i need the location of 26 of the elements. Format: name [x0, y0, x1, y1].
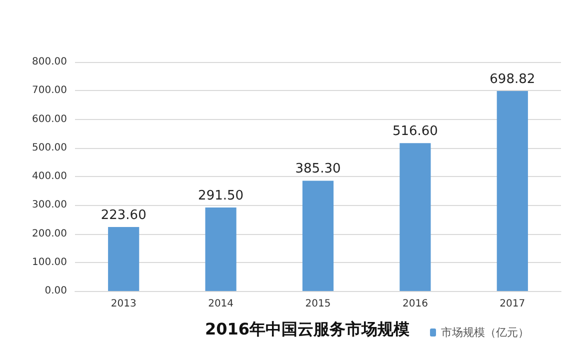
x-tick-label: 2014	[208, 298, 234, 310]
x-tick-label: 2015	[305, 298, 331, 310]
y-tick-label: 100.00	[32, 256, 67, 268]
y-tick-label: 200.00	[32, 228, 67, 240]
x-tick-label: 2016	[402, 298, 428, 310]
y-tick-label: 800.00	[32, 56, 67, 68]
legend-label: 市场规模（亿元）	[441, 326, 529, 339]
y-tick-label: 0.00	[44, 286, 67, 296]
y-tick-label: 700.00	[32, 85, 67, 96]
bar	[496, 90, 528, 291]
bar	[302, 180, 334, 291]
bar	[108, 226, 140, 291]
data-label: 291.50	[198, 188, 244, 204]
y-tick-label: 300.00	[32, 200, 67, 211]
y-tick-label: 400.00	[32, 171, 67, 182]
text: 2016年中国云服务市场规模	[205, 320, 410, 338]
bar	[205, 208, 236, 291]
x-tick-label: 2013	[110, 298, 136, 310]
data-label: 516.60	[392, 124, 438, 140]
data-label: 698.82	[490, 72, 536, 87]
data-label: 223.60	[100, 208, 146, 223]
x-tick-label: 2017	[500, 298, 526, 310]
y-tick-label: 500.00	[32, 142, 67, 154]
y-tick-label: 600.00	[32, 114, 67, 125]
data-label: 385.30	[295, 162, 341, 177]
bar	[400, 143, 431, 291]
